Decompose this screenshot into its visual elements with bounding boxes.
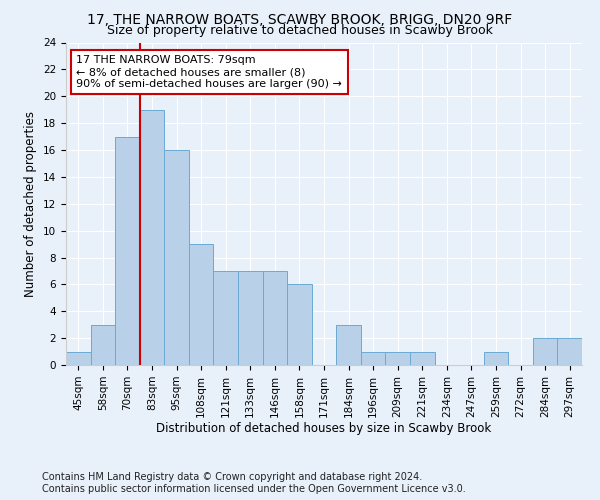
- Bar: [115, 136, 140, 365]
- Bar: [214, 271, 238, 365]
- Bar: [385, 352, 410, 365]
- Bar: [263, 271, 287, 365]
- Bar: [336, 324, 361, 365]
- Bar: [361, 352, 385, 365]
- Bar: [91, 324, 115, 365]
- Bar: [164, 150, 189, 365]
- Bar: [287, 284, 312, 365]
- X-axis label: Distribution of detached houses by size in Scawby Brook: Distribution of detached houses by size …: [157, 422, 491, 436]
- Bar: [66, 352, 91, 365]
- Text: 17 THE NARROW BOATS: 79sqm
← 8% of detached houses are smaller (8)
90% of semi-d: 17 THE NARROW BOATS: 79sqm ← 8% of detac…: [76, 56, 342, 88]
- Text: 17, THE NARROW BOATS, SCAWBY BROOK, BRIGG, DN20 9RF: 17, THE NARROW BOATS, SCAWBY BROOK, BRIG…: [88, 12, 512, 26]
- Bar: [238, 271, 263, 365]
- Text: Contains HM Land Registry data © Crown copyright and database right 2024.
Contai: Contains HM Land Registry data © Crown c…: [42, 472, 466, 494]
- Text: Size of property relative to detached houses in Scawby Brook: Size of property relative to detached ho…: [107, 24, 493, 37]
- Bar: [484, 352, 508, 365]
- Bar: [410, 352, 434, 365]
- Y-axis label: Number of detached properties: Number of detached properties: [25, 111, 37, 296]
- Bar: [140, 110, 164, 365]
- Bar: [533, 338, 557, 365]
- Bar: [557, 338, 582, 365]
- Bar: [189, 244, 214, 365]
